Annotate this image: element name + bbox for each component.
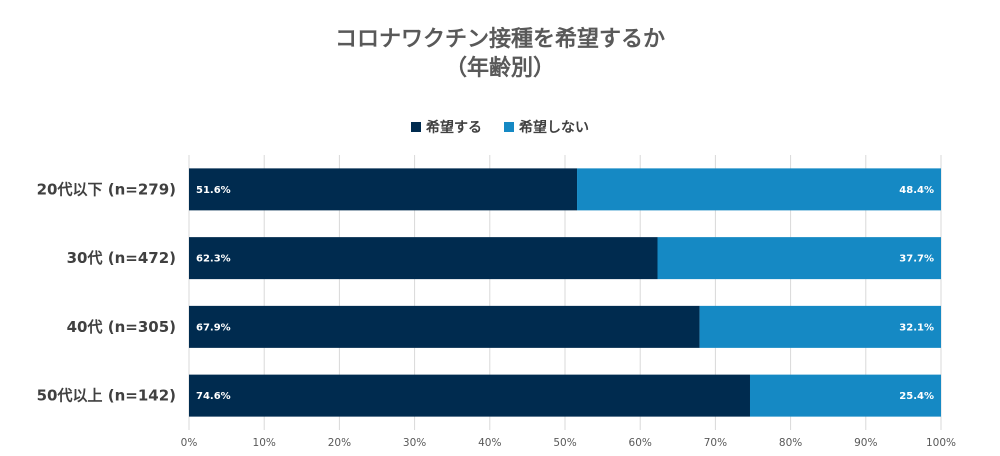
x-tick-label: 40% (478, 437, 501, 449)
category-label: 20代以下 (n=279) (37, 180, 176, 198)
x-tick-label: 90% (854, 437, 877, 449)
x-tick-label: 70% (704, 437, 727, 449)
data-label: 62.3% (196, 254, 231, 265)
category-label: 30代 (n=472) (67, 249, 176, 267)
bar-segment (577, 168, 941, 211)
category-labels: 20代以下 (n=279) 30代 (n=472) 40代 (n=305) 50代以上… (37, 180, 176, 404)
bar-segment (657, 237, 941, 280)
x-tick-label: 60% (629, 437, 652, 449)
data-label: 74.6% (196, 391, 231, 402)
bar-segment (189, 168, 578, 211)
x-tick-label: 10% (253, 437, 276, 449)
bar-segment (699, 305, 941, 348)
x-axis-ticks: 0% 10% 20% 30% 40% 50% 60% 70% 80% 90% 100% (181, 437, 956, 449)
data-label: 51.6% (196, 185, 231, 196)
x-tick-label: 80% (779, 437, 802, 449)
x-tick-label: 0% (181, 437, 198, 449)
x-tick-label: 50% (553, 437, 576, 449)
chart-subtitle: （年齢別） (445, 55, 555, 81)
bar-segment (189, 237, 658, 280)
bars: 51.6% 48.4% 62.3% 37.7% 67.9% 32.1% 74.6% 25.4% (189, 168, 941, 417)
legend-swatch (504, 122, 514, 132)
category-label: 50代以上 (n=142) (37, 387, 176, 405)
chart-title: コロナワクチン接種を希望するか (335, 26, 665, 52)
legend-swatch (411, 122, 421, 132)
category-label: 40代 (n=305) (67, 318, 176, 336)
bar-segment (749, 374, 941, 417)
bar-segment (189, 374, 750, 417)
x-tick-label: 20% (328, 437, 351, 449)
x-tick-label: 100% (926, 437, 956, 449)
data-label: 32.1% (899, 322, 934, 333)
data-label: 67.9% (196, 322, 231, 333)
data-label: 37.7% (899, 254, 934, 265)
legend: 希望する 希望しない (411, 119, 589, 136)
legend-label: 希望する (426, 119, 482, 136)
x-tick-label: 30% (403, 437, 426, 449)
data-label: 25.4% (899, 391, 934, 402)
data-label: 48.4% (899, 185, 934, 196)
legend-label: 希望しない (519, 119, 589, 136)
bar-segment (189, 305, 700, 348)
